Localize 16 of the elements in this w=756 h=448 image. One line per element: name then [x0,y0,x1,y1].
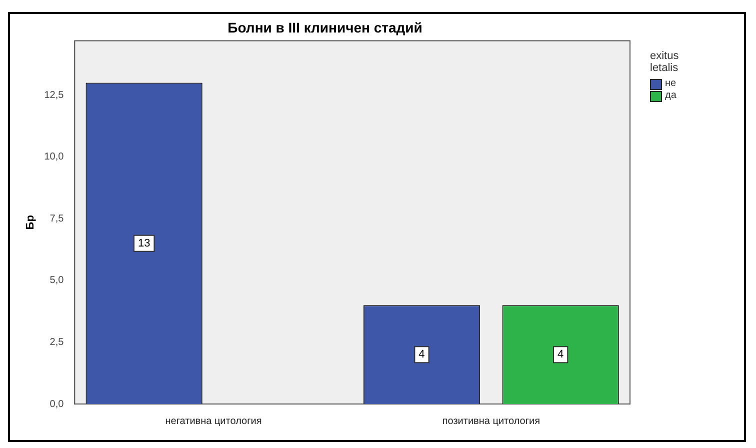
y-tick-label: 0,0 [50,398,64,410]
y-tick-label: 7,5 [50,213,64,224]
data-label: 13 [138,237,150,250]
chart-title: Болни в III клиничен стадий [228,19,422,36]
y-tick-label: 12,5 [44,90,64,101]
x-tick-label: негативна цитология [165,416,262,427]
legend-label: не [665,78,676,90]
y-tick-label: 2,5 [50,336,64,348]
legend-label: да [665,90,676,102]
data-label: 4 [418,348,425,361]
legend-title: exitus letalis [650,50,680,74]
y-tick-label: 5,0 [50,275,64,286]
x-tick-label: позитивна цитология [442,416,540,427]
y-axis-title: Бр [24,214,37,230]
data-label: 4 [558,348,564,361]
y-tick-label: 10,0 [44,152,64,163]
